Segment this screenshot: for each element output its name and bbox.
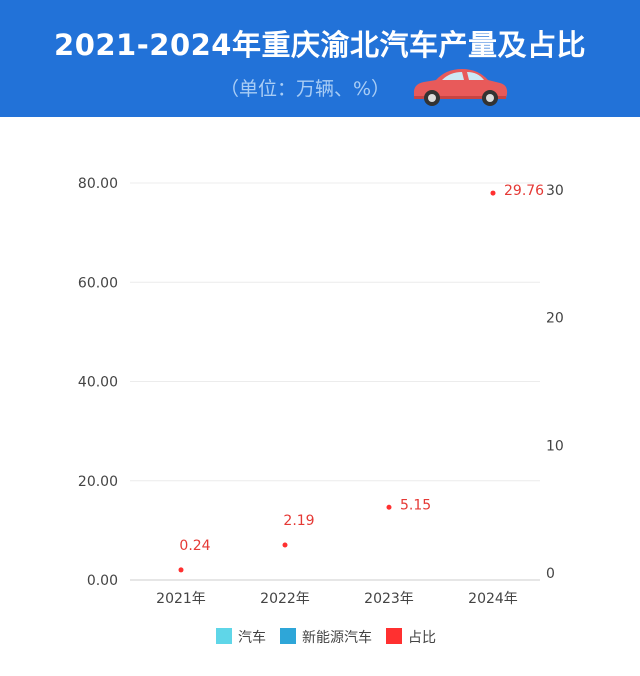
left-axis-tick: 40.00: [78, 375, 118, 391]
data-label: 29.76: [504, 183, 544, 199]
x-axis-tick: 2023年: [364, 591, 414, 607]
legend-label: 新能源汽车: [302, 629, 372, 646]
right-axis-tick: 10: [546, 438, 564, 454]
chart-subtitle: （单位：万辆、%）: [220, 78, 391, 100]
x-axis-tick: 2021年: [156, 591, 206, 607]
left-axis-tick: 60.00: [78, 275, 118, 291]
red-car-icon: [413, 69, 508, 106]
scatter-point: [282, 542, 288, 548]
x-axis-tick: 2022年: [260, 591, 310, 607]
scatter-point: [178, 567, 184, 573]
legend-swatch: [280, 628, 296, 644]
legend-label: 汽车: [238, 629, 266, 646]
header-banner: 2021-2024年重庆渝北汽车产量及占比 （单位：万辆、%）: [0, 0, 640, 117]
left-axis-tick: 0.00: [87, 573, 118, 589]
legend-swatch: [386, 628, 402, 644]
chart-title: 2021-2024年重庆渝北汽车产量及占比: [54, 28, 586, 62]
x-axis-tick: 2024年: [468, 591, 518, 607]
data-label: 5.15: [400, 497, 431, 513]
data-label: 2.19: [283, 513, 314, 529]
left-axis-tick: 80.00: [78, 176, 118, 192]
scatter-point: [386, 504, 392, 510]
chart-area: 0.00 20.00 40.00 60.00 80.00 0 10 20 30 2021年 2022…: [78, 176, 564, 646]
legend-label: 占比: [408, 630, 436, 646]
legend-swatch: [216, 628, 232, 644]
data-label: 0.24: [179, 538, 210, 554]
right-axis-tick: 0: [546, 566, 555, 582]
scatter-point: [490, 190, 496, 196]
left-axis-tick: 20.00: [78, 474, 118, 490]
right-axis-tick: 20: [546, 311, 564, 327]
right-axis-tick: 30: [546, 183, 564, 199]
